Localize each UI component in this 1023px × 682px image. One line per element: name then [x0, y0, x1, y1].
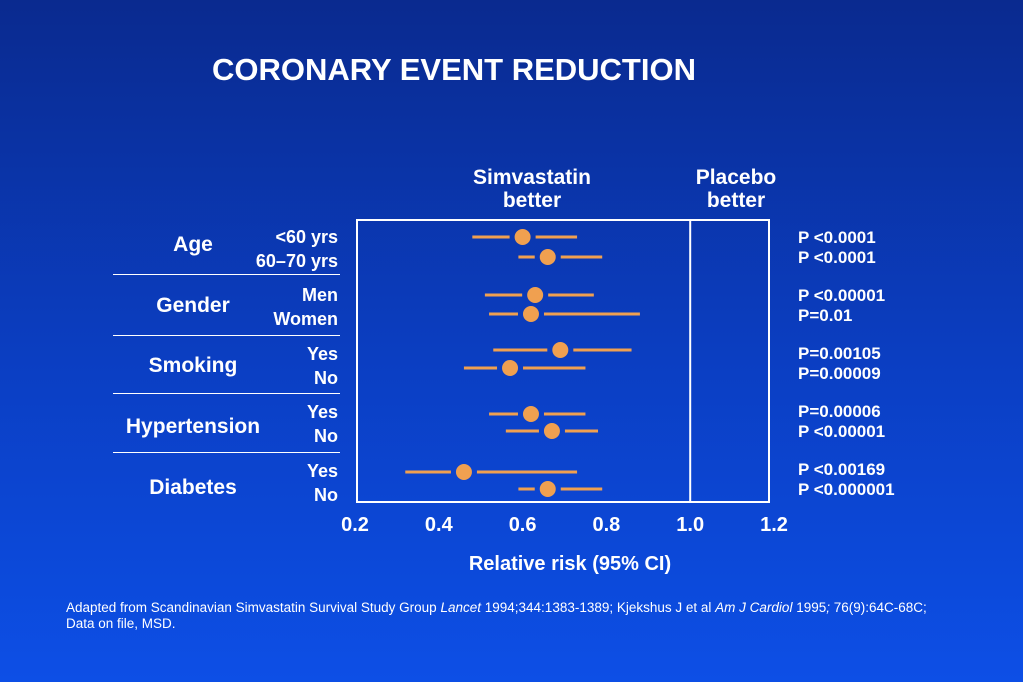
- plot-frame: [356, 219, 770, 503]
- plot-marks: [405, 229, 640, 497]
- x-tick-label: 1.0: [676, 514, 705, 536]
- x-tick-label: 0.2: [341, 514, 369, 536]
- footnote-text: 76(9):64C-68C; Data on file, MSD.: [66, 600, 927, 631]
- p-value: P <0.0001: [798, 248, 876, 267]
- point-estimate: [502, 360, 519, 376]
- point-estimate: [522, 406, 539, 422]
- header-simvastatin-better: Simvastatin better: [452, 166, 612, 212]
- footnote-journal: Lancet: [440, 600, 481, 615]
- p-value: P=0.00105: [798, 344, 881, 363]
- group-label-age: Age: [173, 233, 213, 256]
- row-label: Men: [302, 285, 338, 305]
- row-label: Yes: [306, 461, 338, 481]
- group-label-gender: Gender: [156, 294, 230, 317]
- group-separator: [113, 274, 340, 275]
- footnote-text: ;: [826, 600, 831, 615]
- group-label-smoking: Smoking: [148, 354, 238, 377]
- slide-title: CORONARY EVENT REDUCTION: [212, 52, 696, 87]
- x-tick-label: 0.4: [424, 514, 453, 536]
- p-value: P <0.0001: [798, 228, 876, 247]
- point-estimate: [455, 464, 472, 480]
- row-label: No: [314, 426, 338, 446]
- row-label: No: [314, 368, 338, 388]
- group-label-diabetes: Diabetes: [149, 476, 237, 499]
- footnote: Adapted from Scandinavian Simvastatin Su…: [66, 600, 956, 632]
- p-value: P=0.01: [798, 306, 853, 325]
- p-value: P <0.00001: [798, 286, 886, 305]
- point-estimate: [527, 287, 544, 303]
- header-placebo-better: Placebo better: [656, 166, 816, 212]
- header-left-line2: better: [502, 189, 562, 212]
- point-estimate: [514, 229, 531, 245]
- x-axis-label: Relative risk (95% CI): [468, 553, 672, 575]
- p-value: P <0.00001: [798, 422, 886, 441]
- row-label: <60 yrs: [275, 227, 338, 247]
- row-label: Yes: [306, 344, 338, 364]
- footnote-text: 1994;344:1383-1389; Kjekshus J et al: [481, 600, 716, 615]
- footnote-journal: Am J Cardiol: [715, 600, 793, 615]
- header-right-line1: Placebo: [695, 166, 777, 189]
- footnote-text: 1995: [792, 600, 827, 615]
- x-tick-label: 0.8: [592, 514, 621, 536]
- row-label: No: [314, 485, 338, 505]
- point-estimate: [539, 481, 556, 497]
- group-separator: [113, 452, 340, 453]
- p-value: P <0.00169: [798, 460, 886, 479]
- group-separator: [113, 335, 340, 336]
- point-estimate: [543, 423, 560, 439]
- row-label: Yes: [306, 402, 338, 422]
- row-label: Women: [273, 309, 338, 329]
- row-label: 60–70 yrs: [255, 251, 338, 271]
- point-estimate: [522, 306, 539, 322]
- point-estimate: [552, 342, 569, 358]
- header-right-line2: better: [706, 189, 766, 212]
- p-value: P=0.00009: [798, 364, 881, 383]
- point-estimate: [539, 249, 556, 265]
- p-value: P <0.000001: [798, 480, 895, 499]
- p-value: P=0.00006: [798, 402, 881, 421]
- group-label-hypertension: Hypertension: [125, 415, 261, 438]
- group-separator: [113, 393, 340, 394]
- footnote-text: Adapted from Scandinavian Simvastatin Su…: [66, 600, 441, 615]
- x-tick-label: 1.2: [760, 514, 788, 536]
- header-left-line1: Simvastatin: [473, 166, 591, 189]
- x-tick-label: 0.6: [508, 514, 537, 536]
